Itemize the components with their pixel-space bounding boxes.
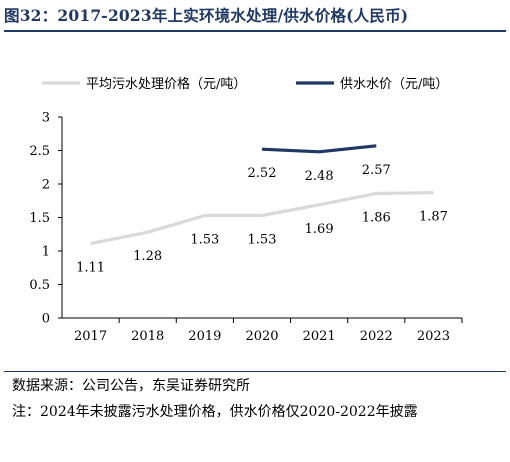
- y-tick-label: 2.5: [29, 144, 50, 159]
- data-label-series-2: 2.57: [362, 163, 391, 178]
- footnote: 注：2024年未披露污水处理价格，供水价格仅2020-2022年披露: [12, 404, 418, 420]
- y-tick-label: 2: [42, 178, 50, 193]
- chart-data-labels: 1.11 1.28 1.53 1.53 1.69 1.86 1.87 2.52 2.48 2.57: [76, 163, 448, 276]
- x-tick-label: 2023: [417, 329, 450, 344]
- series-line-2: [261, 144, 377, 154]
- chart-axes: 0 0.5 1 1.5 2 2.5 3 2017 2018 2019 2020 2021 2022 202…: [29, 111, 463, 344]
- data-label-series-1: 1.53: [248, 232, 277, 247]
- x-tick-label: 2017: [74, 329, 107, 344]
- legend-label-2: 供水水价（元/吨）: [340, 77, 448, 92]
- x-tick-label: 2018: [131, 329, 164, 344]
- chart-legend: 平均污水处理价格（元/吨） 供水水价（元/吨）: [42, 76, 448, 92]
- data-label-series-1: 1.86: [362, 210, 391, 225]
- data-label-series-1: 1.11: [76, 261, 105, 276]
- legend-label-1: 平均污水处理价格（元/吨）: [86, 76, 246, 92]
- data-label-series-1: 1.28: [133, 249, 162, 264]
- title-rule: [4, 30, 506, 32]
- data-label-series-2: 2.52: [248, 166, 277, 181]
- x-tick-label: 2021: [303, 329, 336, 344]
- y-tick-label: 0: [42, 312, 50, 327]
- data-label-series-1: 1.69: [305, 222, 334, 237]
- x-tick-label: 2019: [188, 329, 221, 344]
- footer-rule: [4, 371, 506, 372]
- series-line-1: [90, 191, 434, 246]
- y-tick-label: 3: [42, 111, 50, 126]
- chart-series: [90, 144, 434, 246]
- data-label-series-1: 1.53: [190, 232, 219, 247]
- source-note: 数据来源：公司公告，东吴证券研究所: [12, 378, 250, 394]
- y-tick-label: 1: [42, 245, 50, 260]
- line-chart: 平均污水处理价格（元/吨） 供水水价（元/吨） 0 0.5 1 1.5 2 2.5 3 2017…: [29, 76, 463, 344]
- data-label-series-2: 2.48: [305, 169, 334, 184]
- y-tick-label: 0.5: [29, 278, 50, 293]
- x-tick-label: 2022: [360, 329, 393, 344]
- figure-title: 图32：2017-2023年上实环境水处理/供水价格(人民币): [4, 6, 409, 25]
- y-tick-label: 1.5: [29, 211, 50, 226]
- x-tick-label: 2020: [245, 329, 278, 344]
- data-label-series-1: 1.87: [419, 210, 448, 225]
